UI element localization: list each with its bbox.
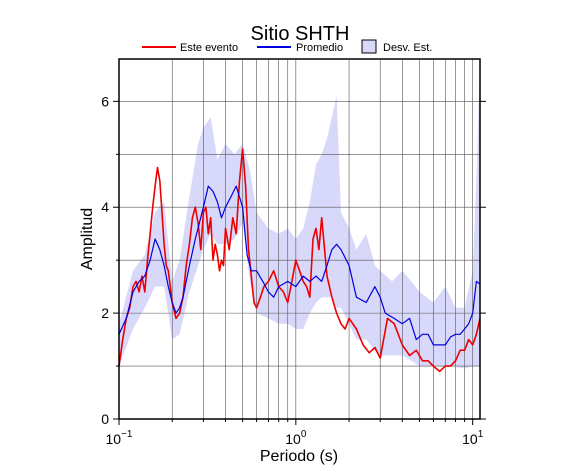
std-dev-band <box>119 59 480 369</box>
legend-label-0: Este evento <box>180 42 238 54</box>
y-tick-label: 6 <box>101 93 109 109</box>
y-tick-label: 4 <box>101 199 109 215</box>
legend: Este evento Promedio Desv. Est. <box>142 39 432 54</box>
x-tick-label: 101 <box>462 429 484 447</box>
series-line-este-evento <box>118 148 481 373</box>
x-tick-label: 10−1 <box>106 429 133 447</box>
legend-box-2 <box>361 39 377 54</box>
y-tick-label: 2 <box>101 305 109 321</box>
y-tick-label: 0 <box>101 411 109 427</box>
x-axis-label: Periodo (s) <box>260 448 338 465</box>
plot-frame <box>118 58 481 420</box>
std-dev-band-layer <box>119 59 480 369</box>
chart-title: Sitio SHTH <box>251 23 350 45</box>
series-line-promedio <box>118 185 481 346</box>
series-layer <box>118 148 481 373</box>
legend-label-1: Promedio <box>296 42 343 54</box>
ticks: 0 2 4 6 10−1 100 101 <box>101 93 486 447</box>
legend-label-2: Desv. Est. <box>383 42 432 54</box>
x-tick-label: 100 <box>285 429 307 447</box>
y-axis-label: Amplitud <box>79 208 96 270</box>
